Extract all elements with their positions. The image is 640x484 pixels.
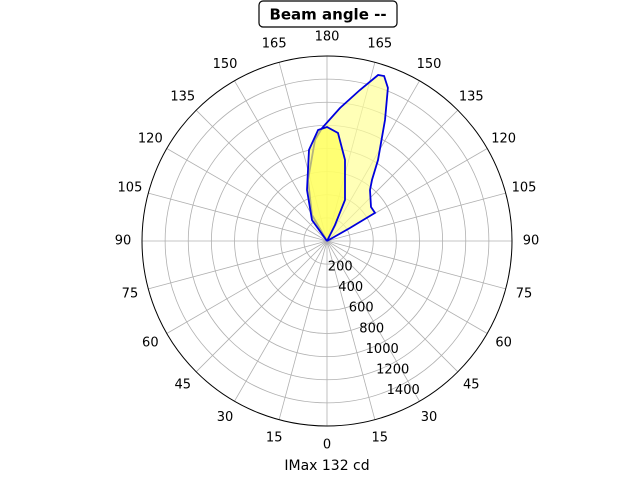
r-tick-label: 1000 — [366, 342, 399, 357]
theta-tick-label: 105 — [512, 181, 537, 196]
chart-title: Beam angle -- — [269, 6, 386, 24]
theta-tick-label: 75 — [122, 286, 139, 301]
r-tick-label: 1400 — [387, 383, 420, 398]
theta-tick-label: 180 — [315, 30, 340, 45]
r-tick-label: 800 — [359, 321, 384, 336]
grid-ring — [164, 78, 490, 404]
r-tick-label: 600 — [349, 301, 374, 316]
series-line — [306, 126, 346, 242]
series-fill — [307, 127, 345, 241]
theta-tick-label: 165 — [367, 36, 392, 51]
r-tick-label: 400 — [338, 280, 363, 295]
r-tick-label: 1200 — [376, 362, 409, 377]
theta-tick-label: 45 — [174, 378, 191, 393]
theta-tick-label: 120 — [491, 132, 516, 147]
theta-tick-label: 150 — [417, 57, 442, 72]
theta-tick-label: 15 — [372, 431, 389, 446]
grid-ring — [187, 101, 467, 381]
theta-tick-label: 0 — [323, 438, 331, 453]
theta-tick-label: 135 — [170, 89, 195, 104]
theta-tick-label: 30 — [421, 410, 438, 425]
theta-tick-label: 60 — [142, 336, 159, 351]
theta-tick-label: 135 — [459, 89, 484, 104]
theta-tick-label: 90 — [115, 234, 132, 249]
r-tick-label: 200 — [328, 259, 353, 274]
x-axis-label: IMax 132 cd — [284, 458, 369, 474]
theta-tick-label: 75 — [516, 286, 533, 301]
theta-tick-label: 60 — [495, 336, 512, 351]
polar-frame — [141, 55, 513, 427]
theta-tick-label: 150 — [213, 57, 238, 72]
theta-tick-label: 90 — [523, 234, 540, 249]
theta-tick-label: 45 — [463, 378, 480, 393]
theta-tick-label: 120 — [138, 132, 163, 147]
theta-tick-label: 165 — [262, 36, 287, 51]
theta-tick-label: 30 — [217, 410, 234, 425]
theta-tick-label: 15 — [266, 431, 283, 446]
title-box — [258, 0, 398, 28]
theta-tick-label: 105 — [118, 181, 143, 196]
